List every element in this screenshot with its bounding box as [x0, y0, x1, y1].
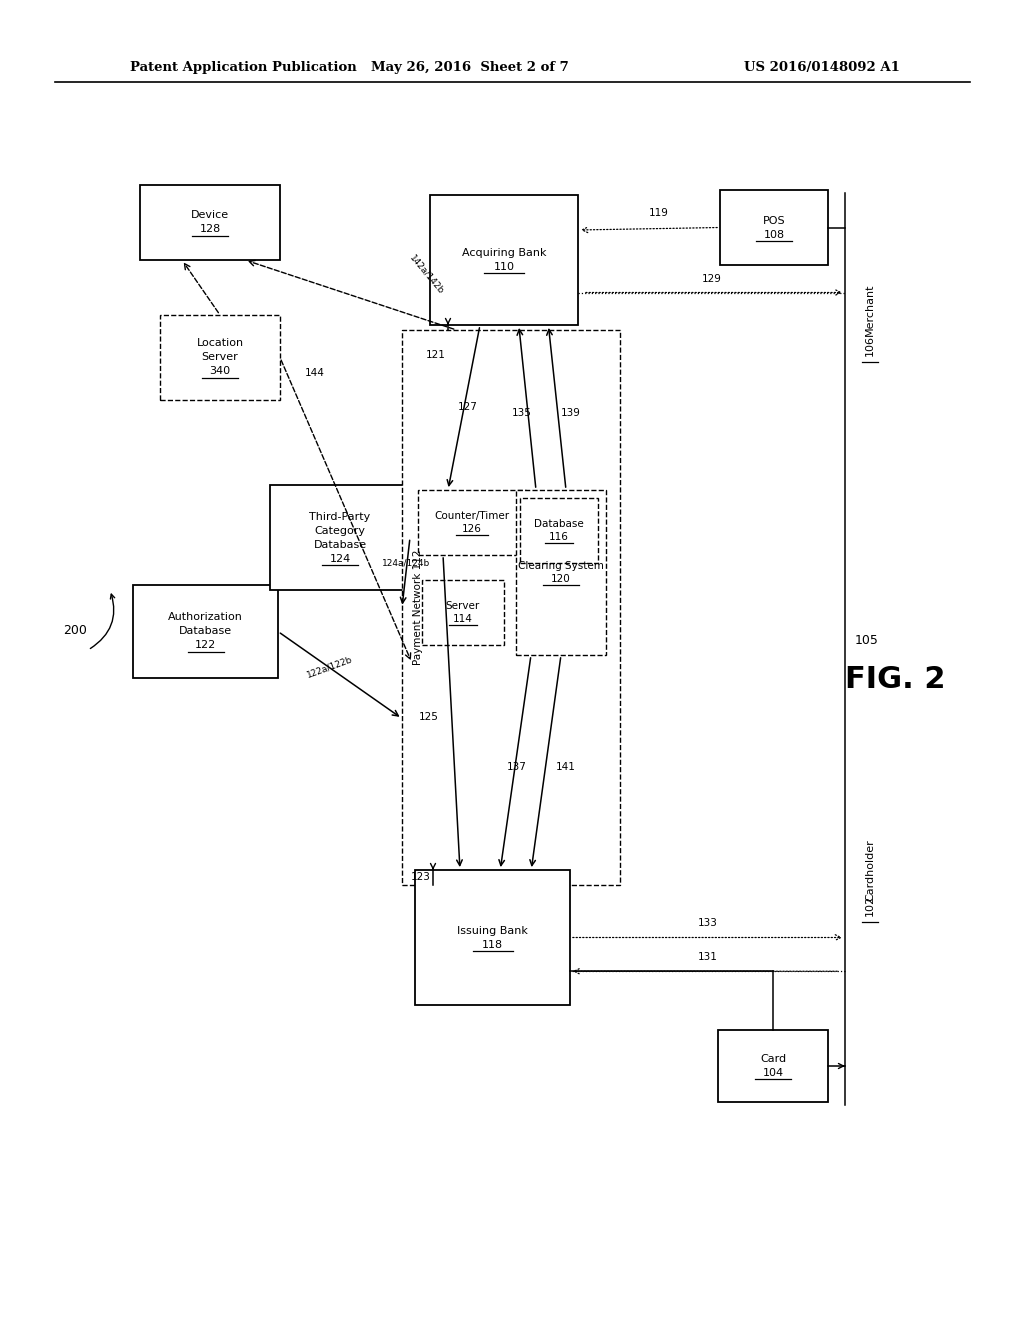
Text: 102: 102 — [865, 895, 874, 916]
Text: 135: 135 — [512, 408, 531, 417]
Bar — [160, 315, 280, 400]
Text: 129: 129 — [701, 273, 722, 284]
Text: 110: 110 — [494, 261, 514, 272]
Text: 139: 139 — [561, 408, 581, 417]
Bar — [140, 185, 280, 260]
Text: Acquiring Bank: Acquiring Bank — [462, 248, 546, 257]
Text: 142a/142b: 142a/142b — [408, 253, 445, 297]
Text: Counter/Timer: Counter/Timer — [434, 511, 510, 521]
Text: 108: 108 — [764, 230, 784, 239]
Text: Device: Device — [190, 210, 229, 220]
Text: 141: 141 — [556, 763, 575, 772]
Text: 124a/124b: 124a/124b — [382, 558, 430, 568]
Bar — [720, 190, 828, 265]
Text: May 26, 2016  Sheet 2 of 7: May 26, 2016 Sheet 2 of 7 — [371, 62, 569, 74]
Text: Third-Party: Third-Party — [309, 511, 371, 521]
Bar — [418, 490, 526, 554]
Text: 137: 137 — [507, 763, 527, 772]
Text: US 2016/0148092 A1: US 2016/0148092 A1 — [744, 62, 900, 74]
Bar — [516, 490, 606, 655]
Text: Database: Database — [313, 540, 367, 549]
Bar — [402, 330, 620, 884]
Text: Clearing System: Clearing System — [518, 561, 604, 572]
Text: Payment Network 112: Payment Network 112 — [413, 549, 423, 665]
Text: 126: 126 — [462, 524, 482, 535]
Text: 127: 127 — [458, 403, 478, 412]
Text: 114: 114 — [453, 614, 473, 624]
Text: 123: 123 — [411, 873, 431, 883]
Text: 340: 340 — [210, 367, 230, 376]
Text: 122a/122b: 122a/122b — [306, 655, 354, 680]
Text: Category: Category — [314, 525, 366, 536]
Bar — [430, 195, 578, 325]
Text: 120: 120 — [551, 574, 570, 583]
Text: Cardholder: Cardholder — [865, 840, 874, 900]
Bar — [718, 1030, 828, 1102]
Text: 128: 128 — [200, 224, 220, 235]
Text: FIG. 2: FIG. 2 — [845, 665, 945, 694]
Bar — [133, 585, 278, 678]
Bar — [520, 498, 598, 564]
FancyArrowPatch shape — [90, 594, 115, 648]
Text: Merchant: Merchant — [865, 284, 874, 337]
Text: POS: POS — [763, 215, 785, 226]
Text: 118: 118 — [482, 940, 503, 949]
Text: Database: Database — [179, 627, 232, 636]
Text: Location: Location — [197, 338, 244, 348]
Text: Database: Database — [535, 519, 584, 529]
Bar — [270, 484, 410, 590]
Text: Server: Server — [445, 601, 480, 611]
Text: 119: 119 — [649, 207, 669, 218]
Text: 104: 104 — [763, 1068, 783, 1078]
Text: Issuing Bank: Issuing Bank — [457, 925, 528, 936]
Text: 133: 133 — [697, 919, 718, 928]
Text: 106: 106 — [865, 334, 874, 355]
Text: 125: 125 — [419, 713, 439, 722]
Bar — [415, 870, 570, 1005]
Text: Patent Application Publication: Patent Application Publication — [130, 62, 356, 74]
Text: Authorization: Authorization — [168, 612, 243, 623]
Text: 121: 121 — [426, 350, 445, 360]
Text: 131: 131 — [697, 952, 718, 962]
Text: 116: 116 — [549, 532, 569, 543]
Text: 200: 200 — [63, 623, 87, 636]
Bar — [422, 579, 504, 645]
Text: Server: Server — [202, 352, 239, 363]
Text: 124: 124 — [330, 553, 350, 564]
Text: 105: 105 — [855, 634, 879, 647]
Text: 122: 122 — [195, 640, 216, 651]
Text: Card: Card — [760, 1053, 786, 1064]
Text: 144: 144 — [305, 367, 325, 378]
